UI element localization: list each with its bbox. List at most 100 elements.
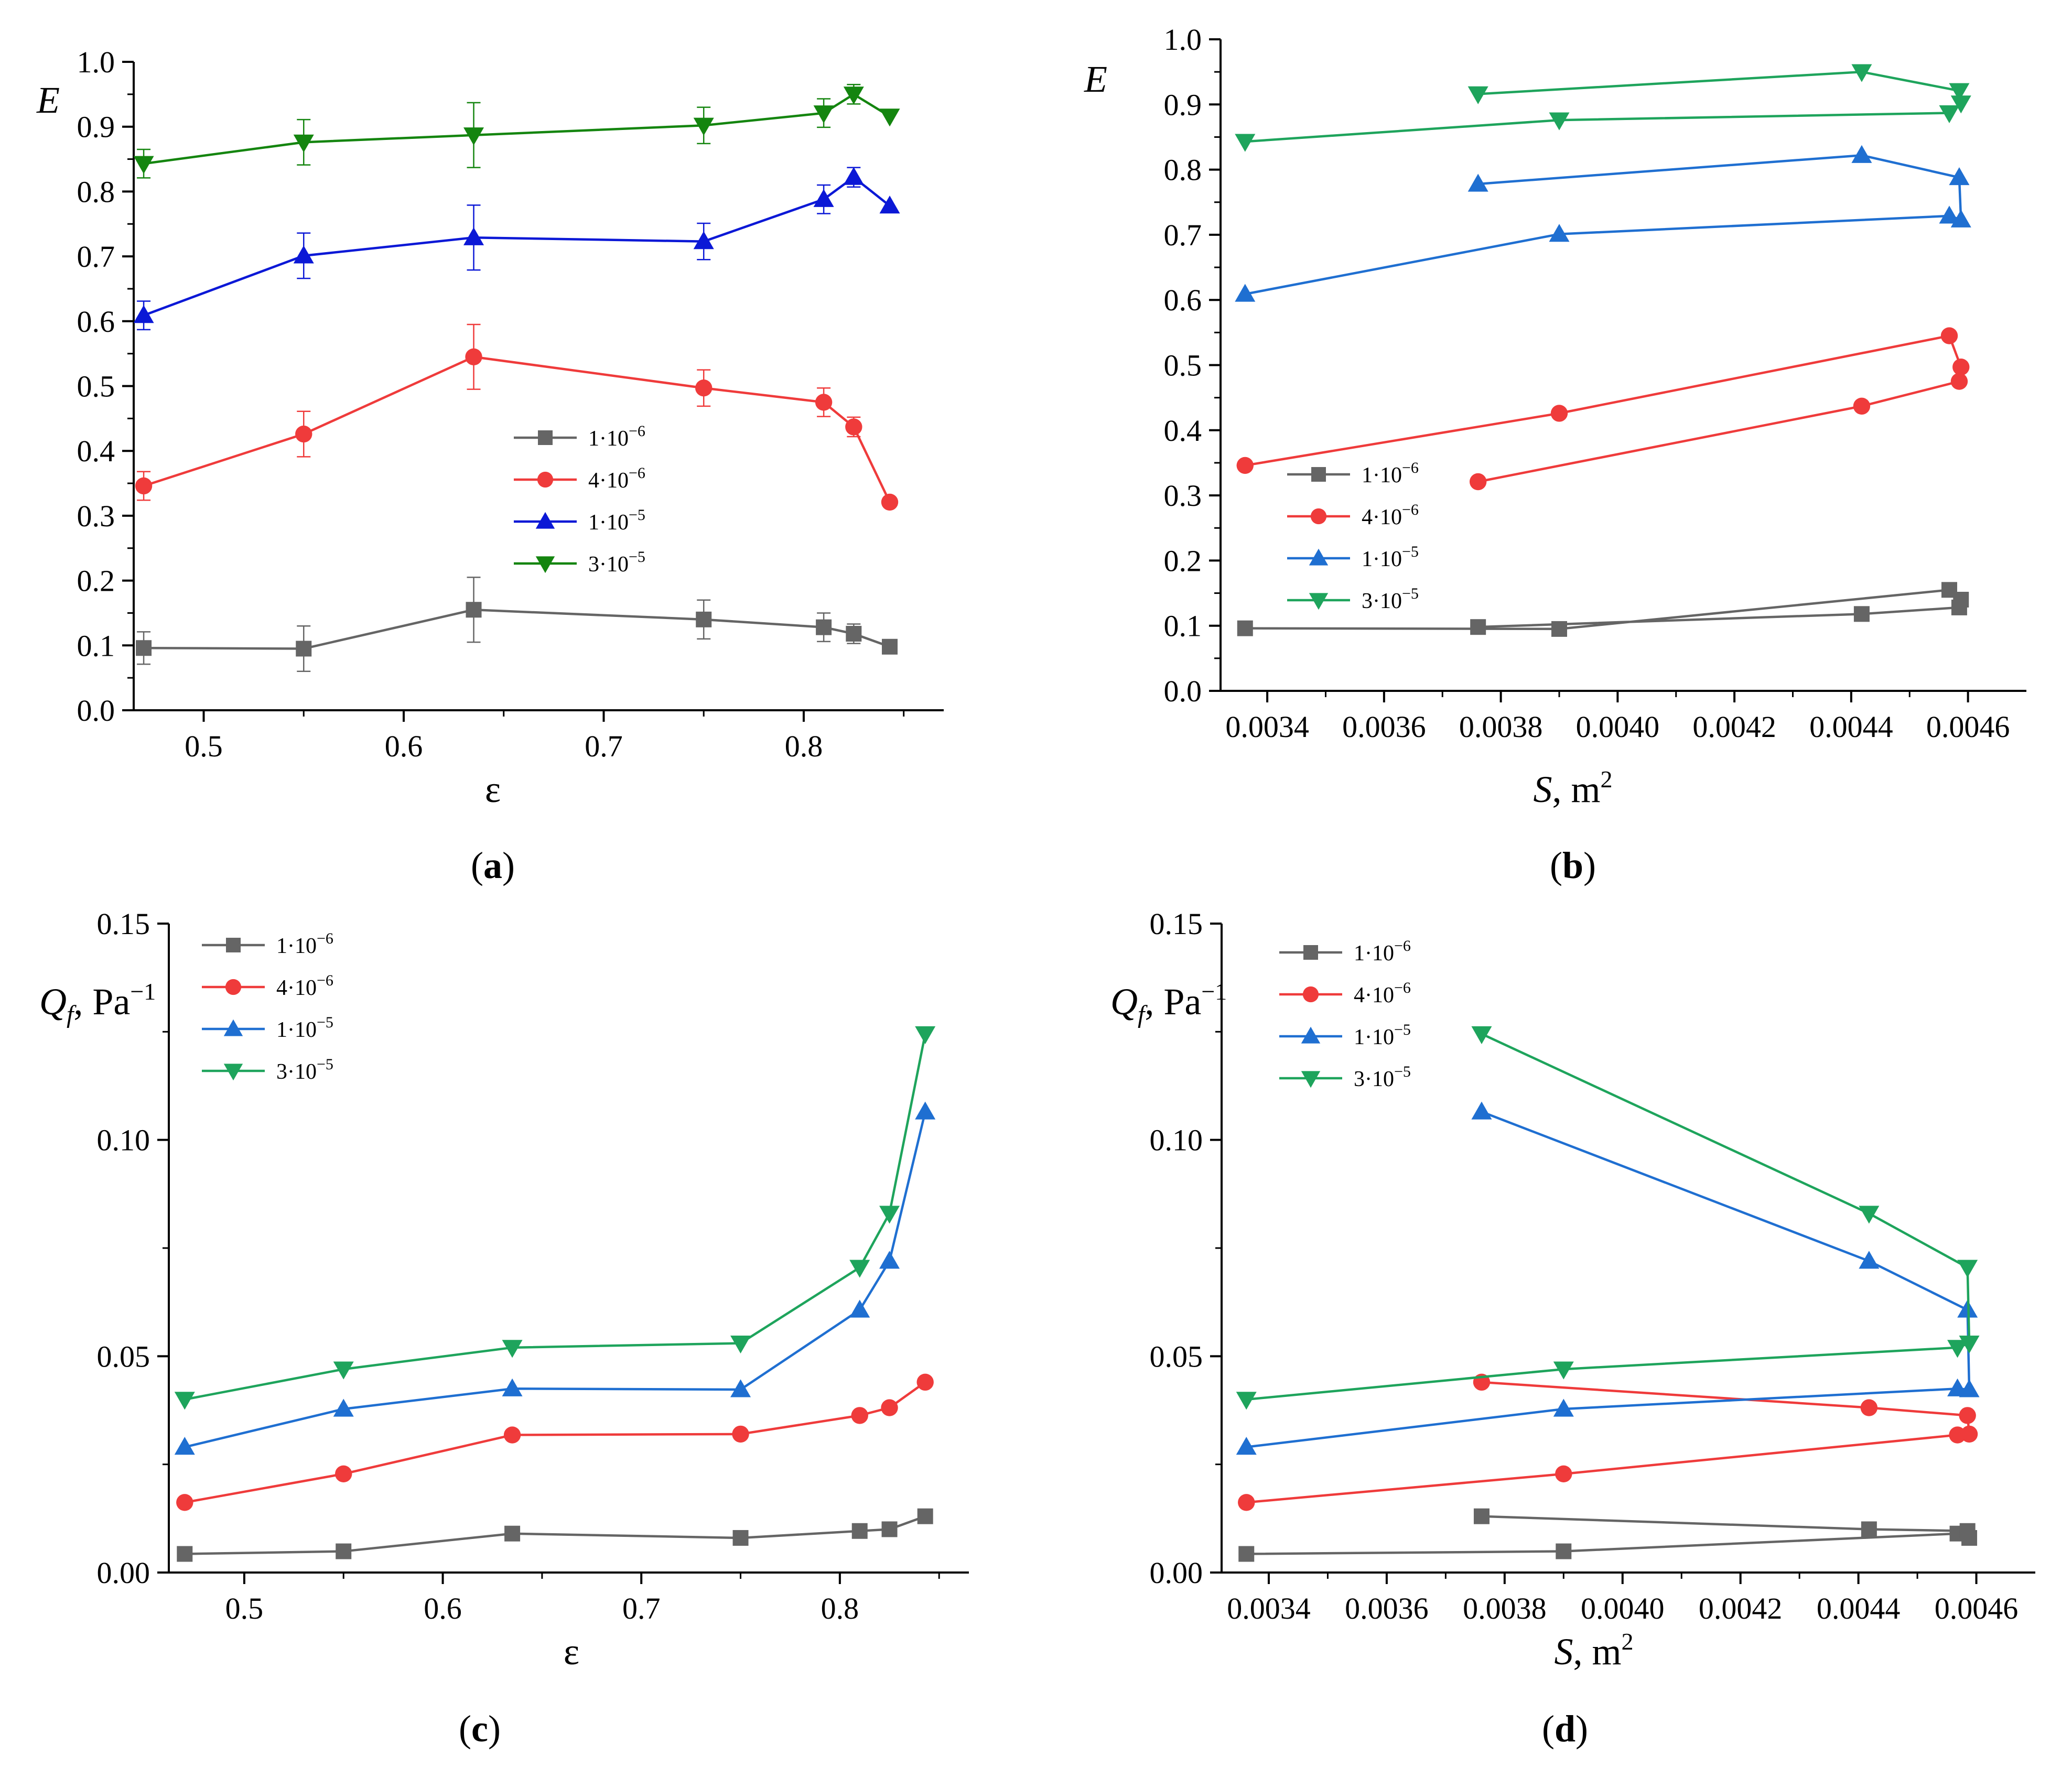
x-tick-label: 0.7 [585, 729, 623, 763]
legend-marker [223, 1064, 243, 1081]
data-point [1853, 397, 1871, 415]
x-tick-label: 0.0036 [1342, 710, 1426, 744]
legend-item-s1: 1·10−6 [1287, 459, 1419, 487]
y-tick-label: 0.10 [97, 1123, 150, 1157]
series-line [1246, 1110, 1971, 1448]
series-line [184, 1381, 926, 1504]
y-tick-label: 0.3 [1164, 479, 1202, 513]
legend-item-s4: 3·10−5 [1287, 585, 1419, 613]
series-s2 [1238, 1373, 1978, 1511]
data-point [1853, 606, 1870, 622]
y-tick-label: 0.5 [1164, 349, 1202, 383]
data-point [1949, 83, 1970, 101]
data-point [1469, 473, 1487, 491]
legend: 1·10−6 4·10−6 1·10−5 3·10−5 [514, 422, 645, 577]
data-point [849, 1260, 870, 1278]
legend-label: 4·10−6 [1362, 501, 1419, 529]
legend-item-s3: 1·10−5 [514, 506, 645, 535]
data-point [1959, 1379, 1980, 1397]
x-tick-label: 0.0042 [1692, 710, 1776, 744]
data-point [1549, 112, 1570, 131]
data-point [1851, 145, 1872, 163]
legend-marker [1309, 548, 1329, 566]
series-s3 [174, 1101, 936, 1455]
y-tick-label: 1.0 [77, 45, 115, 79]
data-point [1467, 86, 1488, 104]
data-point [1960, 1425, 1978, 1443]
data-point [815, 394, 833, 411]
legend-item-s1: 1·10−6 [202, 930, 333, 958]
data-point [1236, 457, 1254, 474]
data-point [1553, 1361, 1574, 1380]
series-s3 [133, 167, 900, 331]
y-axis-label-a: E [36, 79, 60, 121]
data-point [732, 1425, 749, 1443]
x-axis-label-a: ε [485, 768, 501, 810]
series-s4 [174, 1026, 936, 1410]
data-point [296, 641, 312, 657]
legend-marker [1303, 945, 1318, 960]
data-point [133, 156, 154, 174]
data-point [502, 1340, 523, 1358]
legend-label: 4·10−6 [276, 972, 333, 1000]
legend-item-s2: 4·10−6 [1287, 501, 1419, 529]
series-s4 [133, 84, 900, 179]
x-axis-label-b: S, m2 [1533, 766, 1612, 810]
data-point [881, 493, 899, 511]
data-point [335, 1465, 352, 1483]
panel-label-c: (c) [459, 1708, 501, 1750]
x-tick-label: 0.0040 [1581, 1591, 1665, 1625]
legend-label: 3·10−5 [1362, 585, 1419, 613]
data-point [1235, 134, 1256, 152]
series-line [1245, 70, 1962, 143]
legend-item-s3: 1·10−5 [1279, 1021, 1411, 1049]
data-point [879, 1251, 900, 1269]
data-point [1551, 621, 1567, 637]
data-point [1959, 1335, 1980, 1354]
data-point [1859, 1251, 1880, 1269]
data-point [463, 227, 484, 245]
data-point [135, 477, 153, 495]
data-point [1859, 1206, 1880, 1224]
x-tick-label: 0.0036 [1345, 1591, 1429, 1625]
x-tick-label: 0.8 [821, 1591, 859, 1625]
data-point [174, 1392, 195, 1410]
x-tick-label: 0.0044 [1809, 710, 1893, 744]
legend-marker [535, 556, 555, 573]
legend: 1·10−6 4·10−6 1·10−5 3·10−5 [1279, 937, 1411, 1091]
x-tick-label: 0.6 [385, 729, 423, 763]
legend-label: 1·10−5 [588, 506, 645, 535]
data-point [732, 1530, 749, 1546]
legend-marker [1301, 1026, 1321, 1044]
y-tick-label: 0.00 [1150, 1556, 1203, 1590]
x-tick-label: 0.0034 [1227, 1591, 1311, 1625]
data-point [1553, 1398, 1574, 1417]
data-point [1473, 1508, 1490, 1524]
data-point [1952, 359, 1970, 376]
data-point [1467, 174, 1488, 192]
legend-item-s3: 1·10−5 [1287, 543, 1419, 571]
panel-label-d: (d) [1542, 1708, 1588, 1750]
y-tick-label: 0.9 [77, 110, 115, 144]
data-point [1940, 327, 1958, 344]
data-point [293, 134, 314, 153]
data-point [1950, 373, 1968, 390]
data-point [1860, 1399, 1878, 1416]
data-point [915, 1026, 936, 1044]
data-point [1957, 1260, 1978, 1278]
data-point [1950, 209, 1971, 227]
legend-item-s1: 1·10−6 [1279, 937, 1411, 966]
data-point [851, 1523, 868, 1539]
y-tick-label: 0.15 [97, 907, 150, 941]
data-point [463, 127, 484, 146]
panel-a: 0.0 0.1 0.2 0.3 0.4 0.5 0.6 0.7 0.8 0.9 1.0 0.5 0.6 0… [36, 45, 944, 886]
data-point [333, 1361, 354, 1380]
legend-marker [225, 979, 242, 995]
legend-label: 1·10−5 [1354, 1021, 1411, 1049]
plot-a: 0.0 0.1 0.2 0.3 0.4 0.5 0.6 0.7 0.8 0.9 1.0 0.5 0.6 0… [77, 45, 944, 763]
data-point [1238, 1494, 1255, 1511]
legend-label: 4·10−6 [1354, 979, 1411, 1007]
series-line [1245, 589, 1962, 631]
x-tick-label: 0.0042 [1699, 1591, 1783, 1625]
series-line [184, 1034, 926, 1401]
